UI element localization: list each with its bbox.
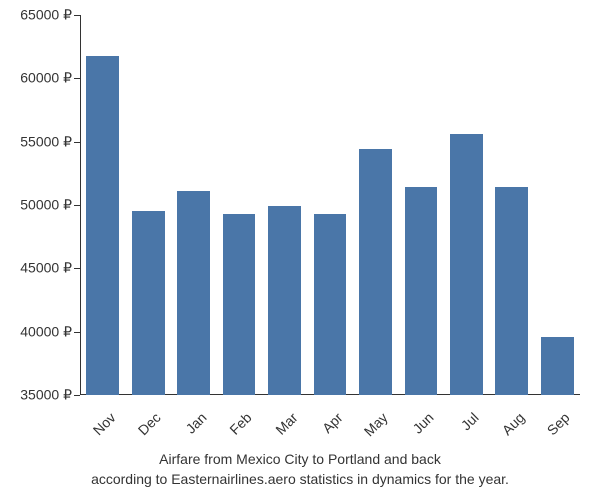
x-tick-label: Jan	[170, 409, 210, 449]
y-tick-mark	[74, 78, 80, 79]
y-tick-mark	[74, 15, 80, 16]
bar	[223, 214, 256, 395]
x-tick-label: Feb	[215, 409, 255, 449]
y-axis-line	[80, 15, 81, 395]
x-tick-label: Apr	[306, 409, 346, 449]
x-tick-label: Aug	[488, 409, 528, 449]
y-tick-mark	[74, 395, 80, 396]
y-tick-label: 40000 ₽	[20, 323, 72, 340]
y-tick-mark	[74, 142, 80, 143]
y-tick-label: 45000 ₽	[20, 260, 72, 277]
x-tick-label: Nov	[79, 409, 119, 449]
y-tick-label: 55000 ₽	[20, 133, 72, 150]
y-tick-label: 65000 ₽	[20, 7, 72, 24]
bar	[541, 337, 574, 395]
x-tick-label: Jul	[442, 409, 482, 449]
bar	[359, 149, 392, 395]
bar	[86, 56, 119, 395]
bar	[495, 187, 528, 395]
x-tick-label: Dec	[124, 409, 164, 449]
bar	[450, 134, 483, 395]
caption-line-2: according to Easternairlines.aero statis…	[0, 470, 600, 490]
y-tick-mark	[74, 268, 80, 269]
chart-container: 35000 ₽40000 ₽45000 ₽50000 ₽55000 ₽60000…	[80, 15, 580, 395]
x-tick-label: Mar	[261, 409, 301, 449]
y-tick-label: 60000 ₽	[20, 70, 72, 87]
y-tick-label: 35000 ₽	[20, 387, 72, 404]
bar	[132, 211, 165, 395]
chart-caption: Airfare from Mexico City to Portland and…	[0, 450, 600, 489]
x-tick-label: May	[352, 409, 392, 449]
caption-line-1: Airfare from Mexico City to Portland and…	[0, 450, 600, 470]
bar	[177, 191, 210, 395]
y-tick-mark	[74, 205, 80, 206]
bar	[405, 187, 438, 395]
y-tick-mark	[74, 332, 80, 333]
bar	[268, 206, 301, 395]
y-tick-label: 50000 ₽	[20, 197, 72, 214]
x-tick-label: Jun	[397, 409, 437, 449]
x-tick-label: Sep	[533, 409, 573, 449]
bar	[314, 214, 347, 395]
plot-area: 35000 ₽40000 ₽45000 ₽50000 ₽55000 ₽60000…	[80, 15, 580, 395]
